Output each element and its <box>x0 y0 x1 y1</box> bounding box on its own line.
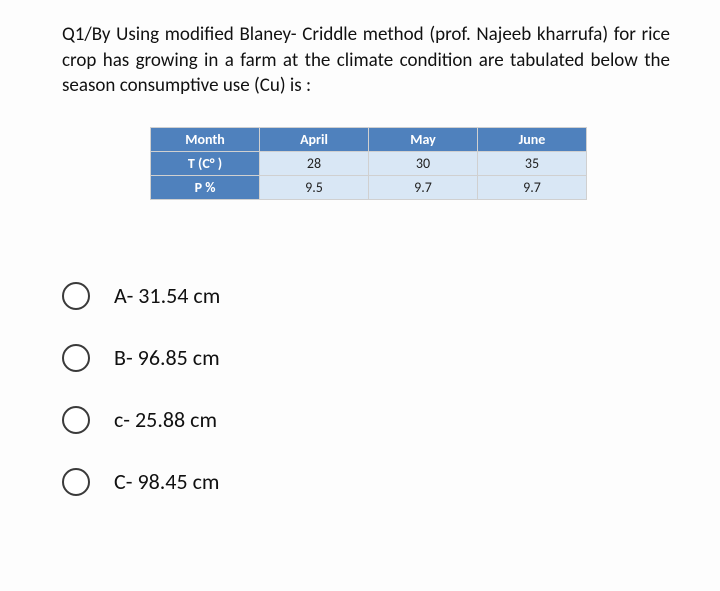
data-table: Month April May June T (C° ) 28 30 35 P … <box>150 127 587 200</box>
table-cell: 9.5 <box>260 175 369 199</box>
table-cell: P % <box>151 175 260 199</box>
table-cell: 30 <box>369 151 478 175</box>
option-c-upper[interactable]: C- 98.45 cm <box>62 468 680 496</box>
option-label: c- 25.88 cm <box>114 406 217 433</box>
table-row: T (C° ) 28 30 35 <box>151 151 587 175</box>
table-cell: April <box>260 127 369 151</box>
options-group: A- 31.54 cm B- 96.85 cm c- 25.88 cm C- 9… <box>62 282 680 496</box>
table-cell: 35 <box>478 151 587 175</box>
option-c-lower[interactable]: c- 25.88 cm <box>62 406 680 434</box>
radio-icon <box>62 282 90 310</box>
table-row: P % 9.5 9.7 9.7 <box>151 175 587 199</box>
option-a[interactable]: A- 31.54 cm <box>62 282 680 310</box>
table-cell: 9.7 <box>369 175 478 199</box>
radio-icon <box>62 406 90 434</box>
table-cell: May <box>369 127 478 151</box>
table-cell: Month <box>151 127 260 151</box>
option-label: C- 98.45 cm <box>114 468 219 495</box>
option-label: A- 31.54 cm <box>114 282 220 309</box>
table-cell: 28 <box>260 151 369 175</box>
question-text: Q1/By Using modified Blaney- Criddle met… <box>62 22 680 99</box>
table-cell: June <box>478 127 587 151</box>
radio-icon <box>62 468 90 496</box>
option-b[interactable]: B- 96.85 cm <box>62 344 680 372</box>
table-row: Month April May June <box>151 127 587 151</box>
table-cell: 9.7 <box>478 175 587 199</box>
table-cell: T (C° ) <box>151 151 260 175</box>
radio-icon <box>62 344 90 372</box>
option-label: B- 96.85 cm <box>114 344 220 371</box>
